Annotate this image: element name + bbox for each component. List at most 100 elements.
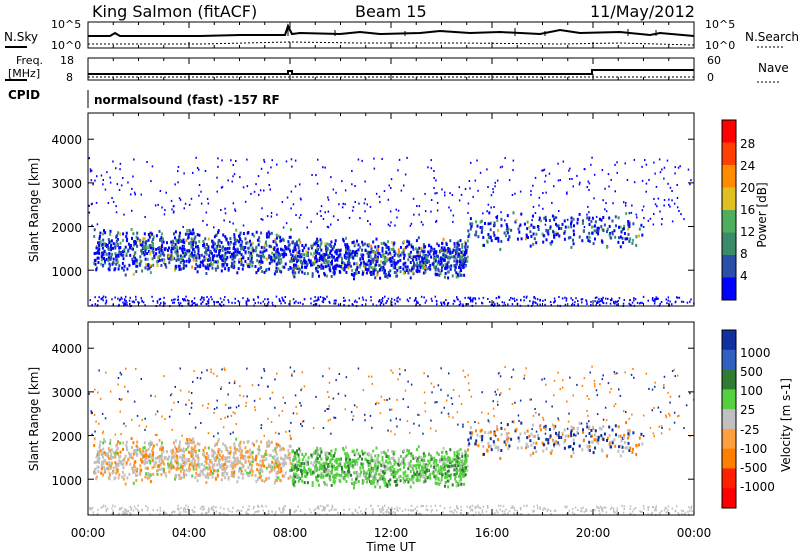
power-echo-cell [335,251,338,255]
power-echo-cell [217,243,220,247]
power-echo-cell [364,267,367,271]
power-echo-cell [221,264,224,268]
power-echo-cell [94,303,97,306]
velocity-echo-cell [335,457,338,461]
velocity-echo-cell [294,463,297,467]
velocity-echo-cell [340,465,343,469]
velocity-echo-cell [449,476,452,480]
power-echo-cell [265,269,268,273]
power-echo-cell [641,301,643,304]
power-echo-cell [469,222,472,226]
velocity-echo-cell [435,463,438,467]
velocity-echo-cell [207,446,210,450]
power-echo-cell [674,172,676,175]
power-echo-cell [139,259,142,263]
power-echo-cell [330,176,332,179]
velocity-echo-cell [252,458,255,462]
power-echo-cell [268,184,270,186]
power-echo-cell [335,299,337,302]
velocity-echo-cell [325,473,328,477]
velocity-echo-cell [276,478,279,482]
velocity-echo-cell [291,449,294,453]
power-echo-cell [433,266,436,270]
power-echo-cell [642,205,645,208]
power-echo-cell [403,240,405,244]
power-echo-cell [566,218,569,221]
power-echo-cell [220,269,223,273]
velocity-echo-cell [393,458,396,462]
power-echo-cell [455,261,458,265]
velocity-echo-cell [181,456,184,460]
power-echo-cell [433,260,436,264]
power-echo-cell [461,249,464,253]
velocity-echo-cell [410,452,413,456]
velocity-echo-cell [564,438,567,442]
velocity-echo-cell [339,479,342,483]
power-echo-cell [406,265,409,269]
velocity-echo-cell [249,471,252,475]
velocity-echo-cell [151,458,154,462]
power-echo-cell [352,304,354,307]
power-echo-cell [433,247,436,251]
power-echo-cell [551,214,554,218]
power-echo-cell [413,261,415,265]
power-echo-cell [666,159,669,162]
power-echo-cell [116,238,119,241]
velocity-echo-cell [303,481,306,485]
power-echo-cell [364,262,367,266]
velocity-echo-cell [184,441,187,445]
power-echo-cell [389,269,392,273]
power-echo-cell [570,216,573,220]
velocity-echo-cell [289,475,292,478]
velocity-echo-cell [304,470,307,474]
velocity-echo-cell [457,462,460,466]
power-echo-cell [366,203,368,206]
velocity-echo-cell [421,468,424,472]
power-echo-cell [273,255,276,259]
velocity-echo-cell [139,464,142,468]
velocity-echo-cell [188,458,191,462]
power-echo-cell [638,234,640,238]
power-echo-cell [247,299,249,302]
velocity-echo-cell [177,448,180,452]
power-echo-cell [295,214,297,217]
power-echo-cell [362,257,364,261]
power-echo-cell [98,241,101,245]
velocity-echo-cell [176,456,179,460]
power-echo-cell [248,246,251,250]
power-echo-cell [221,159,223,162]
freq-line [88,69,694,75]
velocity-echo-cell [415,467,418,470]
power-echo-cell [273,272,276,276]
power-echo-cell [267,171,269,174]
velocity-echo-cell [628,429,631,433]
power-echo-cell [368,259,370,263]
power-echo-cell [322,299,325,301]
velocity-echo-cell [622,450,625,454]
power-echo-cell [282,255,285,259]
velocity-echo-cell [299,462,302,466]
velocity-echo-cell [207,457,210,461]
power-echo-cell [370,299,372,302]
power-echo-cell [110,243,113,247]
power-echo-cell [396,300,398,303]
power-echo-cell [233,173,236,176]
power-echo-cell [190,230,193,234]
power-echo-cell [126,301,128,304]
velocity-echo-cell [227,477,230,481]
velocity-echo-cell [170,449,173,453]
velocity-echo-cell [196,455,199,459]
power-echo-cell [361,248,363,252]
power-echo-cell [293,242,296,246]
power-echo-cell [397,250,400,254]
power-echo-cell [611,299,613,301]
velocity-echo-cell [210,460,213,464]
velocity-echo-cell [256,447,259,451]
power-echo-cell [276,247,279,251]
power-echo-cell [643,217,645,220]
velocity-echo-cell [224,470,227,474]
power-echo-cell [98,296,100,299]
power-echo-cell [114,252,117,256]
velocity-echo-cell [230,470,233,474]
velocity-echo-cell [455,470,458,474]
